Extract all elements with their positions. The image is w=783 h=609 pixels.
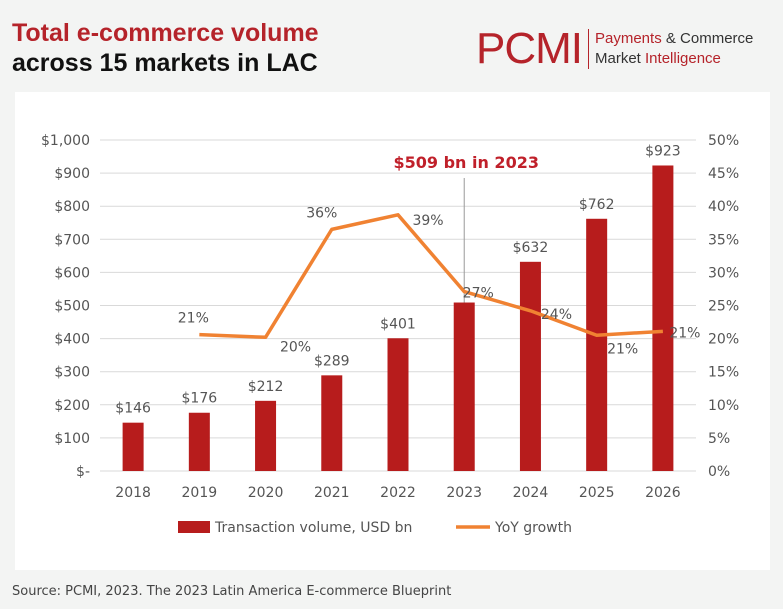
right-tick-label: 25% [708, 299, 739, 315]
logo-divider [588, 29, 589, 69]
left-tick-label: $100 [54, 431, 90, 447]
left-tick-label: $700 [54, 232, 90, 248]
title-line-1: Total e-commerce volume [12, 19, 319, 47]
x-tick-label: 2024 [513, 485, 549, 501]
logo-intelligence: Intelligence [645, 50, 721, 67]
pcmi-logo: PCMI Payments & Commerce Market Intellig… [476, 26, 753, 72]
bar [586, 218, 608, 471]
logo-text: Payments & Commerce Market Intelligence [595, 29, 753, 69]
right-tick-label: 15% [708, 365, 739, 381]
left-tick-label: $800 [54, 199, 90, 215]
bar-data-label: $762 [579, 197, 615, 213]
bar [188, 412, 210, 471]
left-tick-label: $900 [54, 166, 90, 182]
x-tick-label: 2020 [248, 485, 284, 501]
line-data-label: 27% [463, 286, 494, 302]
bar [519, 261, 541, 471]
x-tick-label: 2023 [446, 485, 482, 501]
logo-market: Market [595, 50, 641, 67]
logo-payments: Payments [595, 30, 662, 47]
line-data-label: 39% [412, 213, 443, 229]
left-tick-label: $1,000 [41, 133, 90, 149]
line-data-label: 20% [280, 339, 311, 355]
right-tick-label: 0% [708, 464, 730, 480]
logo-commerce: & Commerce [665, 30, 754, 47]
bar-data-label: $289 [314, 353, 350, 369]
line-data-label: 21% [669, 325, 700, 341]
left-tick-label: $400 [54, 332, 90, 348]
chart-title: Total e-commerce volume across 15 market… [12, 18, 319, 78]
x-tick-label: 2018 [115, 485, 151, 501]
bar-data-label: $146 [115, 401, 151, 417]
left-tick-label: $300 [54, 365, 90, 381]
bar-data-label: $176 [182, 391, 218, 407]
bar [321, 375, 343, 471]
x-tick-label: 2021 [314, 485, 350, 501]
right-tick-label: 30% [708, 265, 739, 281]
x-tick-label: 2025 [579, 485, 615, 501]
bar-data-label: $632 [513, 240, 549, 256]
annotation-text: $509 bn in 2023 [393, 153, 539, 172]
x-tick-label: 2026 [645, 485, 681, 501]
title-line-2: across 15 markets in LAC [12, 49, 318, 77]
bar-data-label: $212 [248, 379, 284, 395]
line-data-label: 24% [541, 307, 572, 323]
bar [453, 302, 475, 471]
bar [255, 400, 277, 471]
x-tick-label: 2022 [380, 485, 416, 501]
bar-data-label: $401 [380, 316, 416, 332]
right-tick-label: 35% [708, 232, 739, 248]
left-tick-label: $600 [54, 265, 90, 281]
bar [387, 338, 409, 471]
right-tick-label: 10% [708, 398, 739, 414]
left-tick-label: $500 [54, 299, 90, 315]
bar [122, 422, 144, 471]
right-tick-label: 50% [708, 133, 739, 149]
legend-bar-label: Transaction volume, USD bn [214, 520, 412, 536]
right-tick-label: 20% [708, 332, 739, 348]
logo-mark: PCMI [476, 24, 583, 73]
left-tick-label: $- [76, 464, 90, 480]
x-tick-label: 2019 [182, 485, 218, 501]
legend-line-label: YoY growth [494, 520, 572, 536]
source-note: Source: PCMI, 2023. The 2023 Latin Ameri… [12, 584, 452, 599]
right-tick-label: 5% [708, 431, 730, 447]
line-data-label: 21% [178, 311, 209, 327]
growth-line [199, 213, 663, 340]
line-data-label: 21% [607, 341, 638, 357]
right-tick-label: 45% [708, 166, 739, 182]
bar [652, 165, 674, 471]
right-tick-label: 40% [708, 199, 739, 215]
legend-bar-swatch [178, 521, 210, 533]
line-data-label: 36% [306, 205, 337, 221]
bar-data-label: $923 [645, 143, 681, 159]
left-tick-label: $200 [54, 398, 90, 414]
